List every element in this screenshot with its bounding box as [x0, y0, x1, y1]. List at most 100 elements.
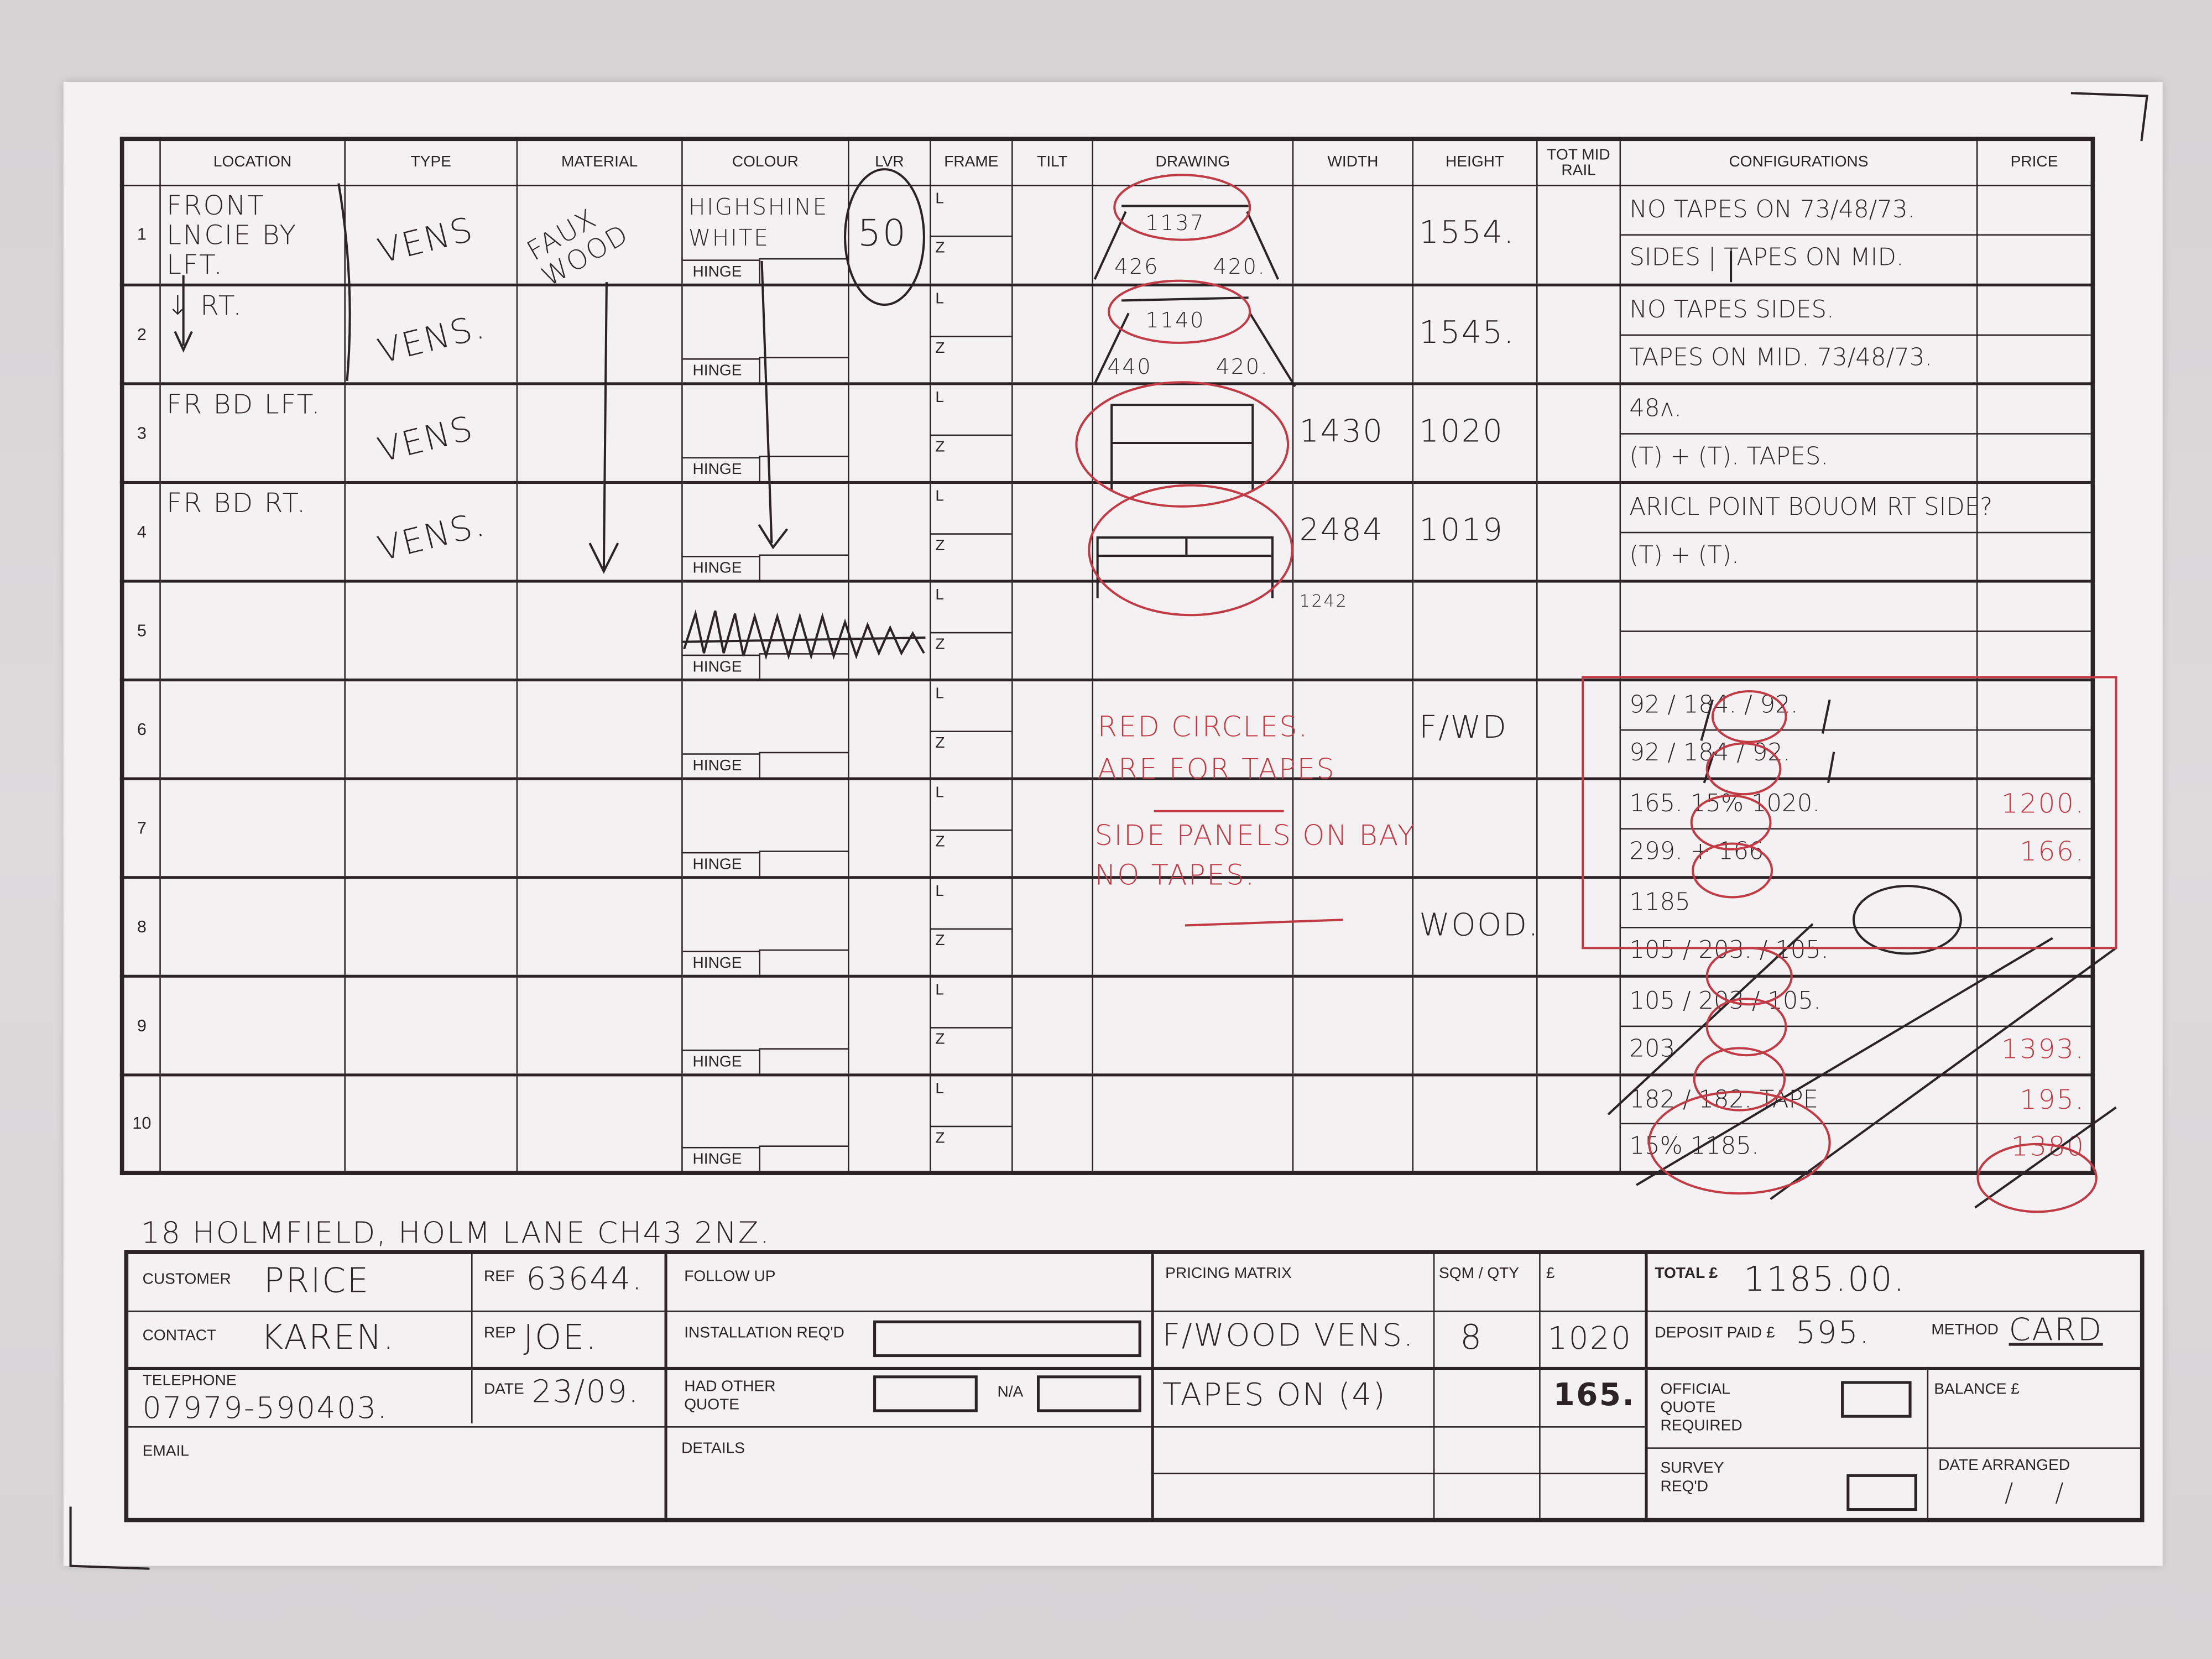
price-cell[interactable]: [1976, 382, 2094, 483]
tot-mid-rail-cell[interactable]: [1536, 974, 1621, 1076]
height-cell[interactable]: [1412, 580, 1538, 681]
colour-cell[interactable]: HINGE: [681, 974, 849, 1076]
price-cell[interactable]: [1976, 580, 2094, 681]
material-cell[interactable]: [516, 974, 683, 1076]
colour-cell[interactable]: HINGE: [681, 580, 849, 681]
material-cell[interactable]: [516, 283, 683, 385]
height-cell[interactable]: 1545.: [1412, 283, 1538, 385]
tot-mid-rail-cell[interactable]: [1536, 876, 1621, 977]
tilt-cell[interactable]: [1011, 382, 1094, 483]
type-cell[interactable]: [344, 777, 518, 878]
frame-option-z[interactable]: Z: [935, 1030, 945, 1048]
rep-value[interactable]: JOE.: [523, 1317, 598, 1358]
width-cell[interactable]: [1292, 974, 1414, 1076]
deposit-value[interactable]: 595.: [1796, 1316, 1871, 1352]
lvr-cell[interactable]: 50: [848, 185, 931, 286]
type-cell[interactable]: [344, 1073, 518, 1175]
drawing-cell[interactable]: [1092, 580, 1294, 681]
price-cell[interactable]: [1976, 679, 2094, 780]
material-cell[interactable]: [516, 382, 683, 483]
type-cell[interactable]: VENS.: [344, 481, 518, 582]
lvr-cell[interactable]: [848, 283, 931, 385]
ref-value[interactable]: 63644.: [526, 1262, 644, 1298]
height-cell[interactable]: F/WD: [1412, 679, 1538, 780]
location-cell[interactable]: [159, 974, 346, 1076]
colour-cell[interactable]: HINGE: [681, 876, 849, 977]
tot-mid-rail-cell[interactable]: [1536, 679, 1621, 780]
drawing-cell[interactable]: [1092, 679, 1294, 780]
na-checkbox[interactable]: [1036, 1375, 1141, 1412]
frame-option-z[interactable]: Z: [935, 536, 945, 554]
drawing-cell[interactable]: [1092, 481, 1294, 582]
frame-option-l[interactable]: L: [935, 487, 944, 504]
colour-cell[interactable]: HINGE: [681, 382, 849, 483]
frame-option-l[interactable]: L: [935, 882, 944, 900]
colour-cell[interactable]: HINGE: [681, 481, 849, 582]
height-cell[interactable]: 1554.: [1412, 185, 1538, 286]
type-cell[interactable]: [344, 580, 518, 681]
telephone-value[interactable]: 07979-590403.: [142, 1391, 389, 1425]
frame-option-l[interactable]: L: [935, 586, 944, 603]
location-cell[interactable]: [159, 777, 346, 878]
lvr-cell[interactable]: [848, 580, 931, 681]
price-cell[interactable]: [1976, 876, 2094, 977]
lvr-cell[interactable]: [848, 481, 931, 582]
location-cell[interactable]: FR BD LFT.: [159, 382, 346, 483]
price-cell[interactable]: 1393.: [1976, 974, 2094, 1076]
tilt-cell[interactable]: [1011, 876, 1094, 977]
location-cell[interactable]: FR BD RT.: [159, 481, 346, 582]
frame-option-z[interactable]: Z: [935, 438, 945, 455]
configurations-cell[interactable]: 1185 105 / 203. / 105.: [1619, 876, 1978, 977]
tilt-cell[interactable]: [1011, 974, 1094, 1076]
location-cell[interactable]: [159, 580, 346, 681]
material-cell[interactable]: [516, 876, 683, 977]
official-quote-checkbox[interactable]: [1841, 1381, 1912, 1418]
configurations-cell[interactable]: 92 / 184. / 92. 92 / 184 / 92.: [1619, 679, 1978, 780]
tot-mid-rail-cell[interactable]: [1536, 481, 1621, 582]
tot-mid-rail-cell[interactable]: [1536, 580, 1621, 681]
tilt-cell[interactable]: [1011, 283, 1094, 385]
price-cell[interactable]: [1976, 481, 2094, 582]
drawing-cell[interactable]: [1092, 382, 1294, 483]
contact-value[interactable]: KAREN.: [260, 1317, 395, 1358]
lvr-cell[interactable]: [848, 876, 931, 977]
tot-mid-rail-cell[interactable]: [1536, 382, 1621, 483]
width-cell[interactable]: [1292, 1073, 1414, 1175]
configurations-cell[interactable]: ARICL POINT BOUOM RT SIDE? (T) + (T).: [1619, 481, 1992, 582]
configurations-cell[interactable]: NO TAPES ON 73/48/73. SIDES | TAPES ON MI…: [1619, 185, 1978, 286]
location-cell[interactable]: [159, 1073, 346, 1175]
type-cell[interactable]: [344, 679, 518, 780]
lvr-cell[interactable]: [848, 679, 931, 780]
location-cell[interactable]: FRONT LNCIE BY LFT.: [159, 185, 346, 286]
tilt-cell[interactable]: [1011, 185, 1094, 286]
frame-option-z[interactable]: Z: [935, 734, 945, 752]
frame-option-l[interactable]: L: [935, 1079, 944, 1097]
survey-checkbox[interactable]: [1846, 1474, 1917, 1511]
price-cell[interactable]: 1200. 166.: [1976, 777, 2094, 878]
material-cell[interactable]: [516, 481, 683, 582]
configurations-cell[interactable]: NO TAPES SIDES. TAPES ON MID. 73/48/73.: [1619, 283, 1978, 385]
frame-option-z[interactable]: Z: [935, 635, 945, 653]
drawing-cell[interactable]: [1092, 1073, 1294, 1175]
total-value[interactable]: 1185.00.: [1744, 1260, 1906, 1300]
configurations-cell[interactable]: [1619, 580, 1978, 681]
lvr-cell[interactable]: [848, 777, 931, 878]
material-cell[interactable]: [516, 1073, 683, 1175]
width-cell[interactable]: [1292, 283, 1414, 385]
price-cell[interactable]: [1976, 283, 2094, 385]
material-cell[interactable]: FAUX WOOD: [516, 185, 683, 293]
width-cell[interactable]: 2484: [1292, 481, 1414, 582]
frame-option-l[interactable]: L: [935, 784, 944, 801]
frame-option-z[interactable]: Z: [935, 239, 945, 257]
price-cell[interactable]: 195. 1380: [1976, 1073, 2094, 1175]
frame-option-l[interactable]: L: [935, 388, 944, 406]
location-cell[interactable]: ↓ RT.: [159, 283, 346, 385]
